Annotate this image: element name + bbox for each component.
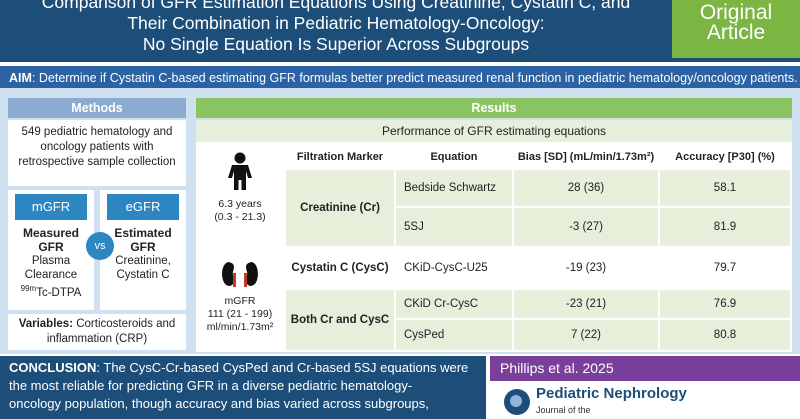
- results-heading: Results: [196, 98, 792, 118]
- table-cell-equation: 5SJ: [396, 208, 512, 246]
- variables-label: Variables:: [18, 318, 74, 330]
- conclusion-line: the most reliable for predicting GFR in …: [9, 378, 413, 393]
- mgfr-title-line: GFR: [38, 240, 64, 254]
- conclusion-label: CONCLUSION: [9, 360, 97, 375]
- marker-creatinine: Creatinine (Cr): [286, 170, 394, 246]
- mgfr-text-line: Plasma: [31, 255, 71, 267]
- mgfr-text-line: Clearance: [24, 269, 78, 281]
- variables-text: Corticosteroids and inflammation (CRP): [46, 318, 176, 345]
- journal-block: Pediatric Nephrology Journal of the: [490, 381, 800, 419]
- age-text: 6.3 years (0.3 - 21.3): [198, 198, 282, 224]
- population-text: 549 pediatric hematology and oncology pa…: [8, 120, 186, 186]
- journal-logo-icon: [504, 389, 530, 415]
- table-cell-accuracy: 76.9: [660, 290, 790, 318]
- table-cell-bias: 7 (22): [514, 320, 658, 350]
- mgfr-summary-line: mGFR: [224, 295, 256, 307]
- table-cell-accuracy: 79.7: [660, 248, 790, 288]
- mgfr-text: Plasma Clearance 99mTc-DTPA: [8, 254, 94, 300]
- mgfr-isotope: 99mTc-DTPA: [8, 282, 94, 300]
- journal-name: Pediatric Nephrology: [536, 385, 687, 402]
- col-header-accuracy: Accuracy [P30] (%): [660, 146, 790, 168]
- col-header-equation: Equation: [396, 146, 512, 168]
- table-cell-bias: -19 (23): [514, 248, 658, 288]
- mgfr-pill: mGFR: [15, 194, 87, 220]
- table-cell-bias: -23 (21): [514, 290, 658, 318]
- conclusion-line: CONCLUSION: The CysC-Cr-based CysPed and…: [9, 359, 486, 377]
- header-banner: Comparison of GFR Estimation Equations U…: [0, 0, 800, 62]
- age-line: (0.3 - 21.3): [214, 211, 266, 223]
- marker-cystatin: Cystatin C (CysC): [286, 248, 394, 288]
- egfr-text: Creatinine, Cystatin C: [100, 254, 186, 282]
- original-article-badge: Original Article: [672, 0, 800, 58]
- vs-circle: vs: [86, 232, 114, 260]
- child-icon: [228, 152, 252, 190]
- citation: Phillips et al. 2025: [490, 356, 800, 381]
- aim-section: AIM: Determine if Cystatin C-based estim…: [0, 62, 800, 90]
- conclusion-text: : The CysC-Cr-based CysPed and Cr-based …: [96, 360, 469, 375]
- mgfr-box: mGFR Measured GFR Plasma Clearance 99mTc…: [8, 190, 94, 310]
- col-header-marker: Filtration Marker: [286, 146, 394, 168]
- mgfr-title-line: Measured: [22, 226, 80, 240]
- page-title: Comparison of GFR Estimation Equations U…: [20, 0, 652, 55]
- table-cell-equation: CKiD Cr-CysC: [396, 290, 512, 318]
- table-cell-bias: -3 (27): [514, 208, 658, 246]
- table-cell-equation: Bedside Schwartz: [396, 170, 512, 206]
- methods-heading: Methods: [8, 98, 186, 118]
- aim-text: : Determine if Cystatin C-based estimati…: [31, 71, 798, 85]
- table-cell-equation: CKiD-CysC-U25: [396, 248, 512, 288]
- isotope-name: Tc-DTPA: [36, 286, 82, 299]
- egfr-box: eGFR Estimated GFR Creatinine, Cystatin …: [100, 190, 186, 310]
- marker-both: Both Cr and CysC: [286, 290, 394, 350]
- mgfr-summary-line: 111 (21 - 199): [207, 308, 273, 320]
- col-header-bias: Bias [SD] (mL/min/1.73m²): [514, 146, 658, 168]
- egfr-text-line: Cystatin C: [116, 269, 170, 281]
- results-subheading: Performance of GFR estimating equations: [196, 120, 792, 142]
- isotope-sup: 99m: [20, 284, 37, 293]
- kidneys-icon: [222, 262, 258, 287]
- age-line: 6.3 years: [218, 198, 262, 210]
- mgfr-summary-line: ml/min/1.73m²: [206, 321, 274, 333]
- table-cell-accuracy: 81.9: [660, 208, 790, 246]
- badge-line: Article: [706, 21, 766, 44]
- egfr-title: Estimated GFR: [100, 226, 186, 254]
- aim-bar: AIM: Determine if Cystatin C-based estim…: [0, 66, 800, 90]
- aim-label: AIM: [9, 71, 32, 85]
- title-line: Comparison of GFR Estimation Equations U…: [41, 0, 631, 12]
- journal-subtitle: Journal of the: [536, 405, 591, 415]
- mgfr-title: Measured GFR: [8, 226, 94, 254]
- egfr-text-line: Creatinine,: [115, 255, 171, 267]
- variables-box: Variables: Corticosteroids and inflammat…: [8, 314, 186, 350]
- conclusion-box: CONCLUSION: The CysC-Cr-based CysPed and…: [0, 356, 486, 419]
- mgfr-summary-panel: mGFR 111 (21 - 199) ml/min/1.73m²: [198, 246, 282, 350]
- table-cell-equation: CysPed: [396, 320, 512, 350]
- title-line: No Single Equation Is Superior Across Su…: [142, 34, 530, 54]
- table-cell-accuracy: 80.8: [660, 320, 790, 350]
- table-cell-accuracy: 58.1: [660, 170, 790, 206]
- egfr-title-line: GFR: [130, 240, 156, 254]
- mgfr-summary-text: mGFR 111 (21 - 199) ml/min/1.73m²: [198, 295, 282, 334]
- title-line: Their Combination in Pediatric Hematolog…: [127, 13, 545, 33]
- egfr-pill: eGFR: [107, 194, 179, 220]
- conclusion-line: oncology population, though accuracy and…: [9, 396, 429, 411]
- table-cell-bias: 28 (36): [514, 170, 658, 206]
- badge-line: Original: [699, 1, 773, 24]
- age-panel: 6.3 years (0.3 - 21.3): [198, 146, 282, 244]
- egfr-title-line: Estimated: [114, 226, 172, 240]
